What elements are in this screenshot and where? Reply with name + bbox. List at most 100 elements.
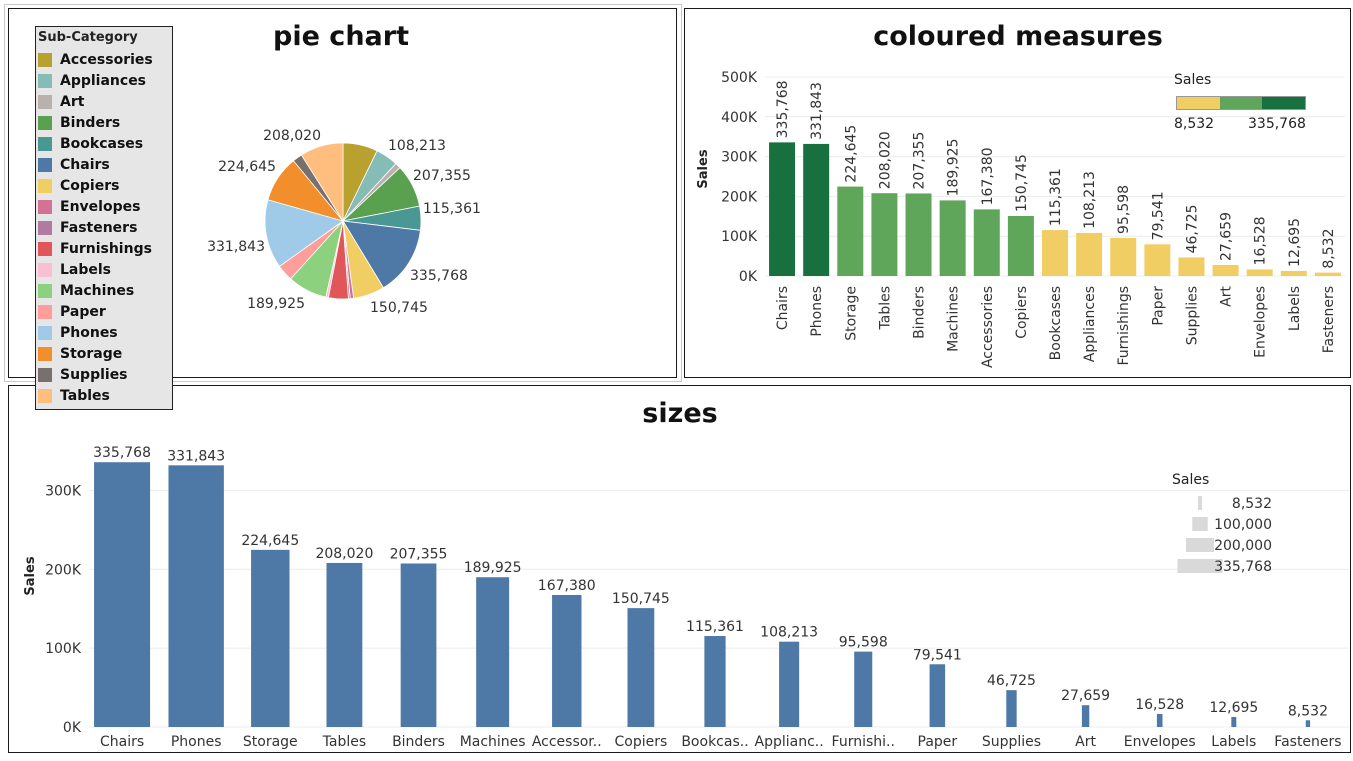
- y-axis-title: Sales: [23, 556, 38, 595]
- legend-item-art[interactable]: Art: [38, 93, 84, 111]
- legend-item-labels[interactable]: Labels: [38, 261, 111, 279]
- coloured-measures-panel: coloured measures 0K 100K 200K 300K 400K 500K…: [684, 8, 1351, 378]
- bar-value-label: 8,532: [1321, 229, 1337, 269]
- bar-binders[interactable]: [400, 563, 437, 727]
- legend-item-paper[interactable]: Paper: [38, 303, 106, 321]
- color-legend-title: Sales: [1174, 72, 1212, 88]
- legend-item-furnishings[interactable]: Furnishings: [38, 240, 152, 258]
- pie-slice-phones[interactable]: [264, 199, 344, 267]
- legend-item-copiers[interactable]: Copiers: [38, 177, 119, 195]
- legend-item-fasteners[interactable]: Fasteners: [38, 219, 137, 237]
- y-tick-label: 0K: [739, 269, 758, 285]
- bar-bookcas[interactable]: [704, 636, 726, 727]
- bar-machines[interactable]: [476, 577, 510, 727]
- x-tick-label: Tables: [322, 734, 367, 750]
- legend-item-tables[interactable]: Tables: [38, 387, 110, 405]
- legend-swatch: [38, 200, 52, 214]
- legend-item-chairs[interactable]: Chairs: [38, 156, 110, 174]
- legend-item-storage[interactable]: Storage: [38, 345, 122, 363]
- bar-value-label: 335,768: [93, 445, 151, 461]
- legend-swatch: [38, 158, 52, 172]
- legend-swatch: [38, 242, 52, 256]
- legend-label: Bookcases: [60, 136, 144, 152]
- sub-category-legend[interactable]: Sub-Category Accessories Appliances Art Bin…: [35, 26, 173, 410]
- legend-label: Envelopes: [60, 199, 141, 215]
- coloured-measures-chart: 0K 100K 200K 300K 400K 500K Sales 335,768 Chairs…: [696, 70, 1345, 368]
- bar-phones[interactable]: [803, 143, 830, 276]
- bar-storage[interactable]: [251, 549, 290, 727]
- bar-fasteners[interactable]: [1305, 720, 1311, 727]
- bar-value-label: 16,528: [1253, 216, 1269, 265]
- legend-item-binders[interactable]: Binders: [38, 114, 120, 132]
- bar-chairs[interactable]: [94, 462, 151, 727]
- bar-bookcases[interactable]: [1042, 230, 1068, 276]
- pie-chart-title: pie chart: [273, 21, 409, 52]
- pie-slice-tables[interactable]: [300, 142, 344, 223]
- bar-art[interactable]: [1212, 264, 1239, 276]
- bar-binders[interactable]: [905, 193, 932, 276]
- bar-furnishings[interactable]: [1110, 237, 1137, 276]
- y-tick-label: 0K: [63, 720, 82, 736]
- legend-item-supplies[interactable]: Supplies: [38, 366, 128, 384]
- sales-size-legend: Sales 8,532 100,000 200,000 335,768: [1160, 470, 1290, 580]
- bar-art[interactable]: [1081, 705, 1090, 727]
- bar-supplies[interactable]: [1178, 257, 1205, 276]
- x-tick-label: Envelopes: [1124, 734, 1196, 750]
- bar-value-label: 331,843: [167, 448, 225, 464]
- x-tick-label: Storage: [843, 286, 859, 341]
- bar-value-label: 46,725: [987, 673, 1036, 689]
- bar-paper[interactable]: [1144, 244, 1171, 276]
- bar-applianc[interactable]: [779, 641, 800, 727]
- size-legend-label: 335,768: [1214, 559, 1272, 575]
- pie-slice-chairs[interactable]: [342, 220, 421, 289]
- x-tick-label: Tables: [877, 286, 893, 331]
- bar-furnishi[interactable]: [854, 651, 873, 727]
- legend-item-envelopes[interactable]: Envelopes: [38, 198, 140, 216]
- x-tick-label: Copiers: [614, 734, 667, 750]
- bar-copiers[interactable]: [627, 608, 655, 727]
- bar-supplies[interactable]: [1006, 690, 1017, 727]
- x-tick-label: Furnishi..: [832, 734, 895, 750]
- x-tick-label: Bookcas..: [681, 734, 748, 750]
- pie-value-label: 150,745: [370, 300, 428, 316]
- bar-fasteners[interactable]: [1314, 272, 1341, 276]
- legend-swatch: [38, 326, 52, 340]
- bar-accessor[interactable]: [552, 595, 582, 727]
- sales-color-legend: Sales 8,532 335,768: [1168, 70, 1318, 140]
- y-tick-label: 100K: [721, 229, 758, 245]
- legend-item-bookcases[interactable]: Bookcases: [38, 135, 143, 153]
- legend-item-phones[interactable]: Phones: [38, 324, 118, 342]
- bar-storage[interactable]: [837, 186, 864, 276]
- color-legend-step-low: [1177, 97, 1220, 109]
- bar-tables[interactable]: [871, 193, 898, 276]
- bar-value-label: 224,645: [241, 533, 299, 549]
- bar-value-label: 207,355: [912, 132, 928, 190]
- bar-accessories[interactable]: [973, 209, 1000, 276]
- bar-labels[interactable]: [1231, 716, 1237, 727]
- bar-appliances[interactable]: [1076, 232, 1103, 276]
- bar-machines[interactable]: [939, 200, 966, 276]
- color-legend-ramp: [1176, 96, 1306, 110]
- pie-value-label: 335,768: [410, 268, 468, 284]
- bar-labels[interactable]: [1280, 270, 1307, 276]
- bar-value-label: 189,925: [946, 139, 962, 197]
- legend-label: Copiers: [60, 178, 120, 194]
- size-legend-label: 200,000: [1214, 538, 1272, 554]
- pie-value-label: 224,645: [218, 159, 276, 175]
- bar-envelopes[interactable]: [1246, 269, 1273, 276]
- bar-value-label: 79,541: [913, 647, 962, 663]
- bar-chairs[interactable]: [769, 142, 796, 276]
- bar-value-label: 150,745: [1014, 154, 1030, 212]
- bar-tables[interactable]: [326, 562, 363, 727]
- legend-label: Labels: [60, 262, 112, 278]
- legend-item-machines[interactable]: Machines: [38, 282, 134, 300]
- legend-swatch: [38, 221, 52, 235]
- bar-envelopes[interactable]: [1156, 713, 1163, 727]
- size-legend-mark: [1185, 538, 1215, 552]
- bar-paper[interactable]: [929, 664, 946, 727]
- bar-copiers[interactable]: [1007, 216, 1034, 276]
- bar-phones[interactable]: [168, 465, 224, 727]
- legend-item-accessories[interactable]: Accessories: [38, 51, 153, 69]
- x-tick-label: Fasteners: [1274, 734, 1341, 750]
- legend-item-appliances[interactable]: Appliances: [38, 72, 146, 90]
